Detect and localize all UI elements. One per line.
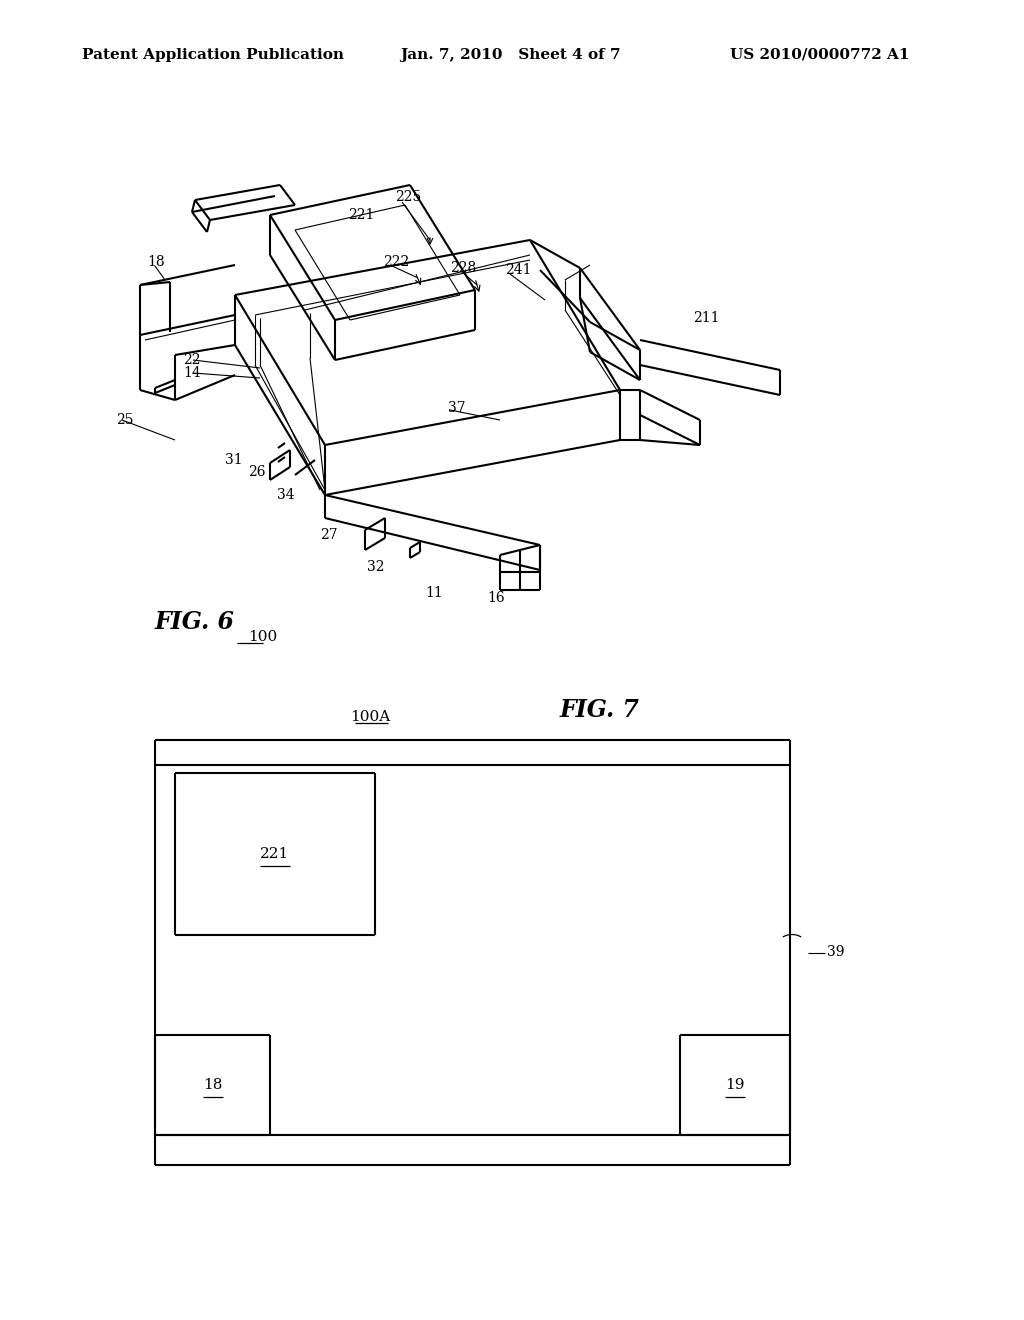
Text: 19: 19 (725, 1078, 744, 1092)
Text: 18: 18 (203, 1078, 222, 1092)
Text: 22: 22 (183, 352, 201, 367)
Text: 11: 11 (425, 586, 442, 601)
Text: 241: 241 (505, 263, 531, 277)
Text: 16: 16 (487, 591, 505, 605)
Text: 100A: 100A (350, 710, 390, 723)
Text: 228: 228 (450, 261, 476, 275)
Text: 34: 34 (278, 488, 295, 502)
Text: 222: 222 (383, 255, 410, 269)
Text: Patent Application Publication: Patent Application Publication (82, 48, 344, 62)
Text: 25: 25 (116, 413, 133, 426)
Text: 27: 27 (319, 528, 338, 543)
Text: Jan. 7, 2010   Sheet 4 of 7: Jan. 7, 2010 Sheet 4 of 7 (400, 48, 621, 62)
Text: US 2010/0000772 A1: US 2010/0000772 A1 (730, 48, 909, 62)
Text: 225: 225 (395, 190, 421, 205)
Text: 211: 211 (693, 312, 720, 325)
Text: FIG. 7: FIG. 7 (560, 698, 640, 722)
Text: 31: 31 (225, 453, 243, 467)
Text: 221: 221 (260, 847, 290, 861)
Text: 18: 18 (147, 255, 165, 269)
Text: 14: 14 (183, 366, 201, 380)
Text: 100: 100 (248, 630, 278, 644)
Text: 26: 26 (248, 465, 265, 479)
Text: 221: 221 (348, 209, 375, 222)
Text: 32: 32 (367, 560, 384, 574)
Text: FIG. 6: FIG. 6 (155, 610, 234, 634)
Text: 37: 37 (449, 401, 466, 414)
Text: 39: 39 (827, 945, 845, 960)
